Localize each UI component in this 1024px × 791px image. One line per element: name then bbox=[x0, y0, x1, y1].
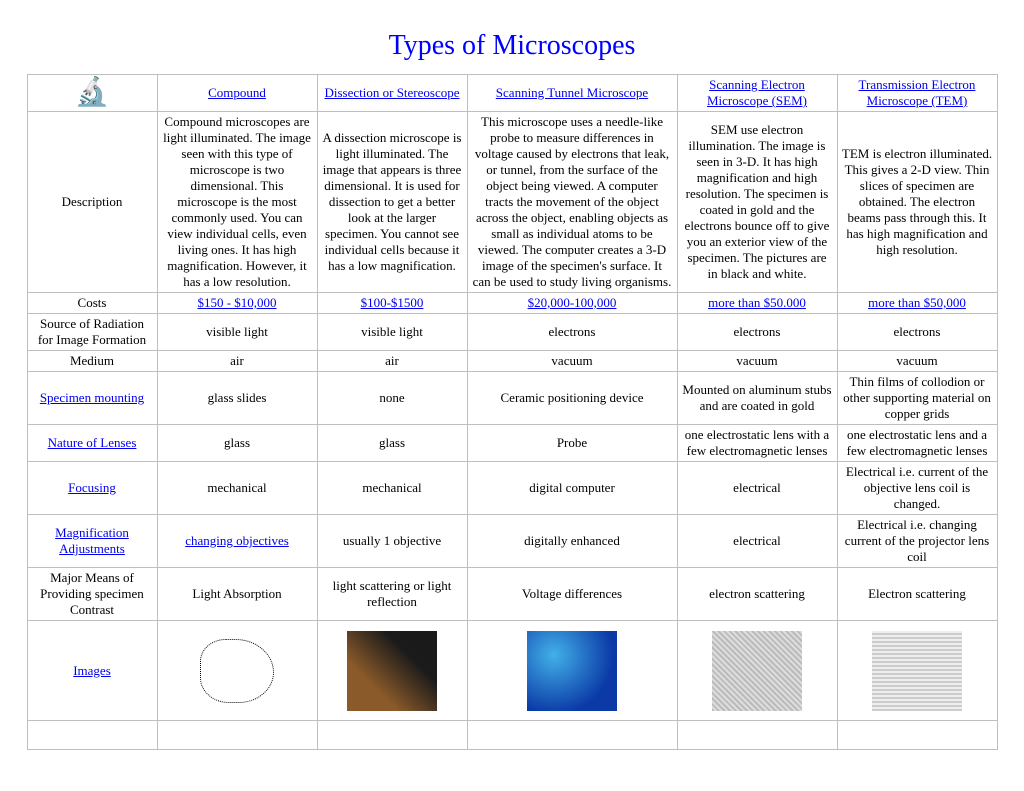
rad-compound: visible light bbox=[157, 314, 317, 351]
desc-stm: This microscope uses a needle-like probe… bbox=[467, 112, 677, 293]
label-medium: Medium bbox=[27, 351, 157, 372]
link-compound[interactable]: Compound bbox=[208, 85, 266, 100]
cost-compound[interactable]: $150 - $10,000 bbox=[197, 295, 276, 310]
label-contrast: Major Means of Providing specimen Contra… bbox=[27, 568, 157, 621]
label-lenses[interactable]: Nature of Lenses bbox=[48, 435, 137, 450]
mag-dissection: usually 1 objective bbox=[317, 515, 467, 568]
desc-dissection: A dissection microscope is light illumin… bbox=[317, 112, 467, 293]
image-tem bbox=[842, 628, 993, 713]
con-tem: Electron scattering bbox=[837, 568, 997, 621]
col-sem: Scanning Electron Microscope (SEM) bbox=[677, 75, 837, 112]
mount-dissection: none bbox=[317, 372, 467, 425]
mount-sem: Mounted on aluminum stubs and are coated… bbox=[677, 372, 837, 425]
rad-dissection: visible light bbox=[317, 314, 467, 351]
label-radiation: Source of Radiation for Image Formation bbox=[27, 314, 157, 351]
label-description: Description bbox=[27, 112, 157, 293]
con-stm: Voltage differences bbox=[467, 568, 677, 621]
microscope-table: 🔬 Compound Dissection or Stereoscope Sca… bbox=[27, 74, 998, 750]
row-empty bbox=[27, 721, 997, 750]
row-lenses: Nature of Lenses glass glass Probe one e… bbox=[27, 425, 997, 462]
cost-stm[interactable]: $20,000-100,000 bbox=[528, 295, 617, 310]
row-images: Images bbox=[27, 621, 997, 721]
lens-tem: one electrostatic lens and a few electro… bbox=[837, 425, 997, 462]
link-sem[interactable]: Scanning Electron Microscope (SEM) bbox=[707, 77, 807, 108]
mag-compound[interactable]: changing objectives bbox=[185, 533, 289, 548]
lens-compound: glass bbox=[157, 425, 317, 462]
med-dissection: air bbox=[317, 351, 467, 372]
mag-tem: Electrical i.e. changing current of the … bbox=[837, 515, 997, 568]
cost-tem[interactable]: more than $50,000 bbox=[868, 295, 966, 310]
cost-dissection[interactable]: $100-$1500 bbox=[361, 295, 424, 310]
row-focusing: Focusing mechanical mechanical digital c… bbox=[27, 462, 997, 515]
rad-tem: electrons bbox=[837, 314, 997, 351]
focus-stm: digital computer bbox=[467, 462, 677, 515]
image-dissection bbox=[322, 628, 463, 713]
row-radiation: Source of Radiation for Image Formation … bbox=[27, 314, 997, 351]
link-dissection[interactable]: Dissection or Stereoscope bbox=[324, 85, 459, 100]
con-compound: Light Absorption bbox=[157, 568, 317, 621]
col-dissection: Dissection or Stereoscope bbox=[317, 75, 467, 112]
image-compound bbox=[162, 628, 313, 713]
med-stm: vacuum bbox=[467, 351, 677, 372]
col-tem: Transmission Electron Microscope (TEM) bbox=[837, 75, 997, 112]
label-mounting[interactable]: Specimen mounting bbox=[40, 390, 144, 405]
link-tem[interactable]: Transmission Electron Microscope (TEM) bbox=[859, 77, 976, 108]
focus-tem: Electrical i.e. current of the objective… bbox=[837, 462, 997, 515]
mount-tem: Thin films of collodion or other support… bbox=[837, 372, 997, 425]
lens-sem: one electrostatic lens with a few electr… bbox=[677, 425, 837, 462]
label-focusing[interactable]: Focusing bbox=[68, 480, 116, 495]
mag-sem: electrical bbox=[677, 515, 837, 568]
col-compound: Compound bbox=[157, 75, 317, 112]
image-sem bbox=[682, 628, 833, 713]
lens-stm: Probe bbox=[467, 425, 677, 462]
cost-sem[interactable]: more than $50.000 bbox=[708, 295, 806, 310]
row-costs: Costs $150 - $10,000 $100-$1500 $20,000-… bbox=[27, 293, 997, 314]
page-title: Types of Microscopes bbox=[20, 30, 1004, 62]
col-stm: Scanning Tunnel Microscope bbox=[467, 75, 677, 112]
med-compound: air bbox=[157, 351, 317, 372]
row-description: Description Compound microscopes are lig… bbox=[27, 112, 997, 293]
microscope-icon: 🔬 bbox=[75, 77, 110, 108]
header-icon-cell: 🔬 bbox=[27, 75, 157, 112]
label-magnification[interactable]: Magnification Adjustments bbox=[55, 525, 129, 556]
image-stm bbox=[472, 628, 673, 713]
lens-dissection: glass bbox=[317, 425, 467, 462]
focus-dissection: mechanical bbox=[317, 462, 467, 515]
desc-tem: TEM is electron illuminated. This gives … bbox=[837, 112, 997, 293]
row-medium: Medium air air vacuum vacuum vacuum bbox=[27, 351, 997, 372]
row-mounting: Specimen mounting glass slides none Cera… bbox=[27, 372, 997, 425]
focus-sem: electrical bbox=[677, 462, 837, 515]
con-dissection: light scattering or light reflection bbox=[317, 568, 467, 621]
rad-sem: electrons bbox=[677, 314, 837, 351]
med-sem: vacuum bbox=[677, 351, 837, 372]
focus-compound: mechanical bbox=[157, 462, 317, 515]
row-contrast: Major Means of Providing specimen Contra… bbox=[27, 568, 997, 621]
desc-compound: Compound microscopes are light illuminat… bbox=[157, 112, 317, 293]
mount-stm: Ceramic positioning device bbox=[467, 372, 677, 425]
link-stm[interactable]: Scanning Tunnel Microscope bbox=[496, 85, 648, 100]
mag-stm: digitally enhanced bbox=[467, 515, 677, 568]
med-tem: vacuum bbox=[837, 351, 997, 372]
label-costs: Costs bbox=[27, 293, 157, 314]
header-row: 🔬 Compound Dissection or Stereoscope Sca… bbox=[27, 75, 997, 112]
con-sem: electron scattering bbox=[677, 568, 837, 621]
desc-sem: SEM use electron illumination. The image… bbox=[677, 112, 837, 293]
row-magnification: Magnification Adjustments changing objec… bbox=[27, 515, 997, 568]
mount-compound: glass slides bbox=[157, 372, 317, 425]
rad-stm: electrons bbox=[467, 314, 677, 351]
label-images[interactable]: Images bbox=[73, 663, 111, 678]
